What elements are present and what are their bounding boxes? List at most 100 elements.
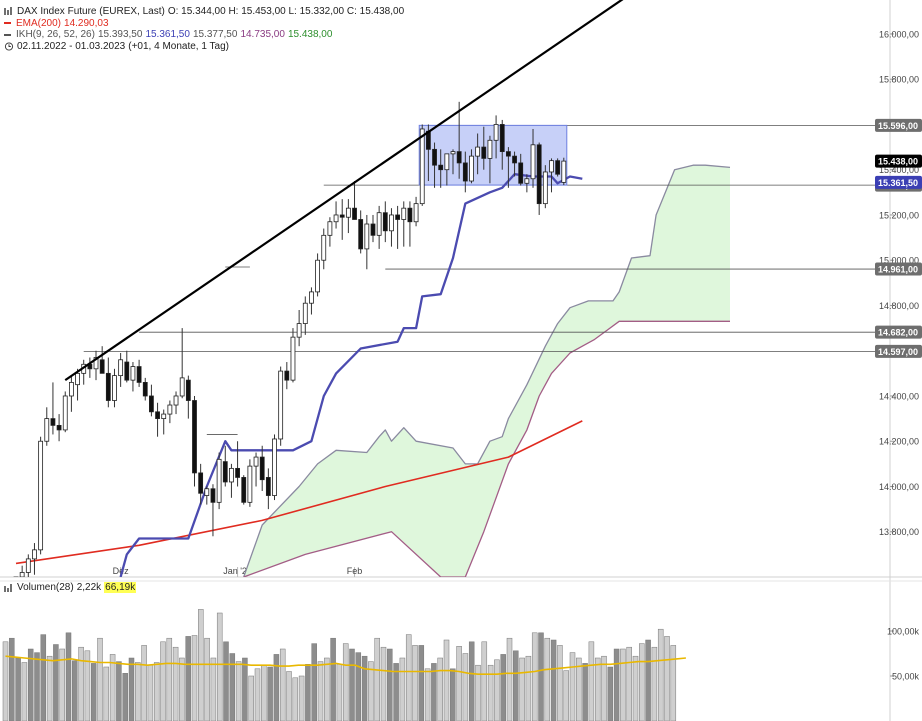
volume-bar: [361, 655, 368, 721]
candle-body: [487, 139, 493, 159]
volume-bar: [374, 637, 380, 721]
legend-range-row: 02.11.2022 - 01.03.2023 (+01, 4 Monate, …: [4, 41, 404, 53]
candle-body: [389, 214, 394, 232]
candle-body: [204, 488, 210, 496]
candle-body: [315, 259, 320, 293]
volume-bar: [216, 612, 223, 721]
candle-body: [99, 359, 105, 374]
volume-bar: [563, 670, 569, 721]
ema-swatch: [4, 22, 11, 25]
price-tick-label: 14.400,00: [879, 391, 919, 401]
volume-bar: [40, 634, 47, 721]
plot-area: [13, 0, 890, 577]
volume-bar: [613, 648, 620, 721]
volume-bar: [65, 632, 72, 721]
candle-body: [118, 359, 124, 377]
candle-body: [105, 372, 111, 401]
volume-bar: [443, 639, 450, 721]
volume-bar: [355, 652, 362, 721]
volume-bar: [172, 646, 179, 721]
candle-body: [352, 207, 357, 220]
candle-body: [235, 467, 240, 478]
price-tag-label: 15.438,00: [878, 157, 918, 167]
ohlc-values: O: 15.344,00 H: 15.453,00 L: 15.332,00 C…: [167, 6, 405, 17]
candle-body: [358, 219, 364, 250]
volume-bar: [393, 663, 399, 721]
volume-bar: [550, 639, 557, 721]
volume-bar: [15, 657, 21, 721]
candle-body: [112, 375, 117, 401]
candle-body: [136, 366, 142, 383]
candle-body: [561, 160, 567, 183]
volume-bar: [437, 657, 443, 721]
candle-body: [247, 465, 253, 503]
volume-bar: [607, 666, 614, 721]
candle-body: [19, 572, 25, 577]
volume-bar: [292, 677, 299, 721]
volume-bar: [317, 661, 324, 721]
volume-bar: [506, 637, 513, 721]
candle-body: [38, 440, 44, 551]
price-tag: [875, 175, 922, 189]
volume-bar: [456, 646, 462, 721]
volume-bar: [191, 635, 198, 721]
candle-body: [284, 370, 290, 381]
volume-bar: [412, 645, 418, 721]
volume-bar: [632, 655, 639, 721]
volume-bar: [500, 654, 506, 721]
candle-body: [149, 395, 154, 413]
level-tag: [875, 344, 922, 358]
candle-body: [124, 361, 130, 381]
volume-bar: [147, 664, 154, 721]
candle-body: [444, 153, 450, 171]
volume-bar: [279, 648, 286, 721]
level-tag-label: 14.682,00: [878, 328, 918, 338]
candle-body: [296, 323, 302, 338]
candle-body: [382, 212, 388, 232]
candle-body: [469, 155, 474, 182]
volume-average-line: [5, 655, 686, 676]
candle-body: [62, 395, 68, 431]
candle-body: [345, 207, 351, 218]
volume-bar: [223, 641, 229, 721]
volume-bar: [242, 657, 248, 721]
senkou-span-a: [243, 164, 731, 577]
candle-body: [56, 424, 62, 431]
level-tag: [875, 325, 922, 339]
candle-body: [530, 144, 536, 180]
x-tick-label: Jan '23: [223, 566, 252, 576]
volume-bar: [431, 663, 437, 721]
volume-bar: [588, 641, 595, 721]
candle-body: [32, 549, 37, 560]
volume-bar: [468, 641, 475, 721]
volume-bar: [324, 657, 330, 721]
volume-bar: [166, 637, 173, 721]
level-tag-label: 15.596,00: [878, 121, 918, 131]
volume-bar: [368, 661, 374, 721]
volume-bar: [569, 652, 576, 721]
ema-label: EMA(200): [16, 17, 62, 29]
volume-bar: [109, 654, 116, 721]
volume-bar: [160, 641, 166, 721]
price-tick-label: 14.200,00: [879, 437, 919, 447]
level-tag-label: 14.597,00: [878, 347, 918, 357]
candle-body: [364, 223, 370, 250]
candle-body: [155, 411, 160, 420]
volume-bar: [229, 653, 236, 721]
volume-bar: [475, 664, 481, 721]
candle-body: [50, 418, 56, 426]
volume-bar: [664, 636, 670, 721]
level-tag-label: 14.961,00: [878, 265, 918, 275]
candle-body: [333, 214, 339, 223]
volume-bar: [538, 632, 544, 721]
candle-body: [536, 144, 542, 205]
volume-bar: [254, 668, 261, 721]
price-tick-label: 15.000,00: [879, 256, 919, 266]
volume-bar: [179, 657, 185, 721]
volume-bar: [311, 643, 317, 721]
senkou-span-b: [243, 320, 730, 577]
volume-bar: [248, 675, 254, 721]
candle-body: [493, 124, 499, 141]
candle-body: [216, 458, 222, 503]
